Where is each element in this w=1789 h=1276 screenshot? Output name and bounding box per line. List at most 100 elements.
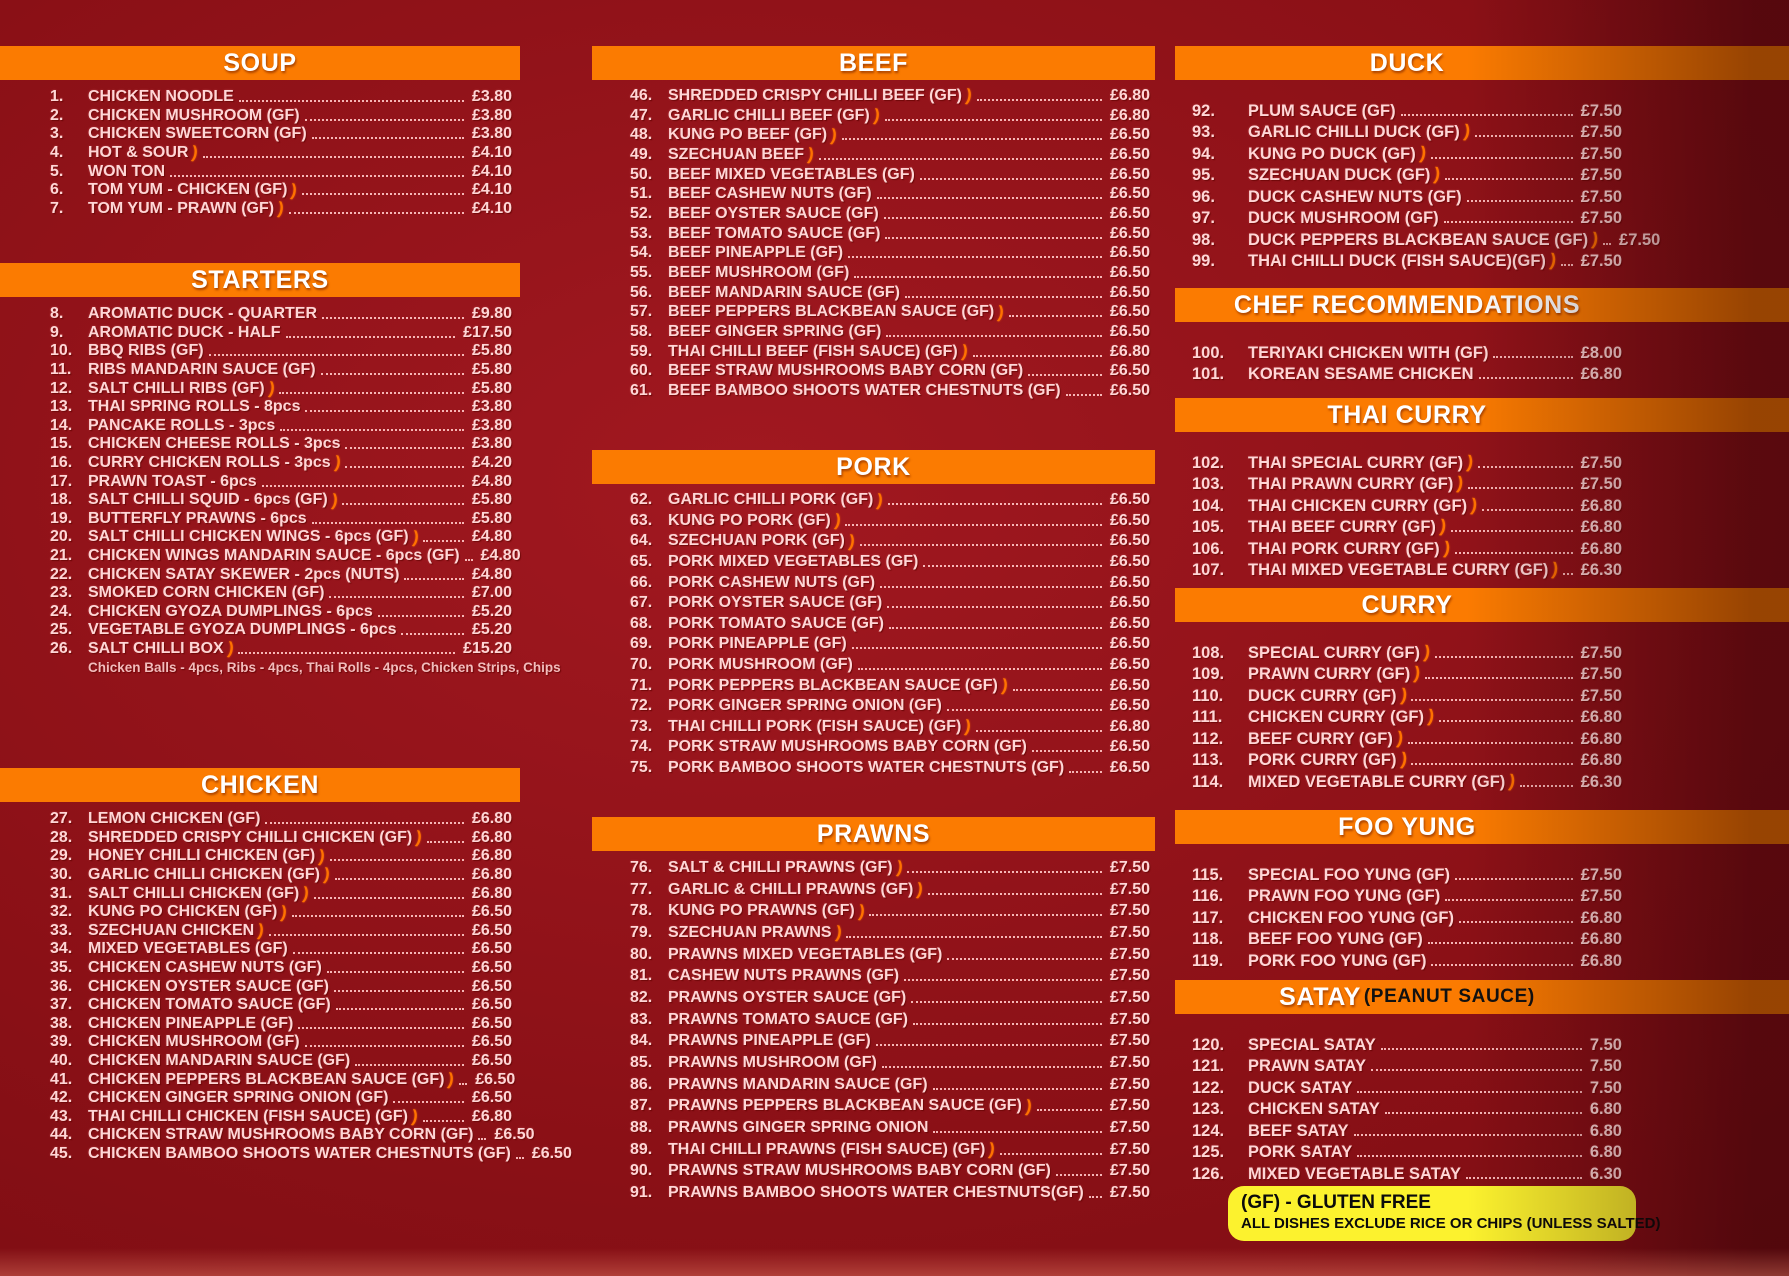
item-number: 54.: [630, 244, 653, 262]
item-number: 110.: [1192, 686, 1224, 705]
item-name: DUCK CASHEW NUTS (GF): [1248, 187, 1462, 206]
item-name: PRAWN SATAY: [1248, 1057, 1366, 1075]
item-number: 44.: [50, 1126, 73, 1144]
menu-item: 15. CHICKEN CHEESE ROLLS - 3pcs £3.80: [50, 435, 512, 454]
item-number: 22.: [50, 565, 73, 583]
dotted-leader: [345, 466, 464, 469]
item-name: GARLIC & CHILLI PRAWNS (GF): [668, 880, 914, 898]
item-number: 85.: [630, 1054, 653, 1072]
item-number: 4.: [50, 144, 64, 162]
dotted-leader: [887, 606, 1102, 609]
item-name: DUCK PEPPERS BLACKBEAN SAUCE (GF): [1248, 230, 1589, 249]
menu-item: 66. PORK CASHEW NUTS (GF) £6.50: [630, 572, 1150, 593]
section-title-thai_curry: THAI CURRY: [1327, 400, 1487, 429]
item-number: 71.: [630, 676, 653, 694]
item-name: THAI BEEF CURRY (GF): [1248, 518, 1436, 536]
dotted-leader: [334, 878, 464, 881]
item-number: 117.: [1192, 908, 1224, 927]
menu-item: 117. CHICKEN FOO YUNG (GF) £6.80: [1192, 907, 1622, 929]
dotted-leader: [880, 585, 1102, 588]
item-name: CHICKEN CHEESE ROLLS - 3pcs: [88, 435, 341, 453]
item-number: 121.: [1192, 1057, 1225, 1075]
chilli-icon: ): [191, 142, 200, 163]
menu-item: 29. HONEY CHILLI CHICKEN (GF)) £6.80: [50, 846, 512, 867]
item-name: THAI CHILLI PRAWNS (FISH SAUCE) (GF): [668, 1140, 986, 1158]
dotted-leader: [313, 896, 464, 899]
dotted-leader: [913, 1022, 1102, 1025]
item-price: £6.50: [1109, 244, 1150, 262]
section-satay: SATAY (PEANUT SAUCE) 120. SPECIAL SATAY 7.50…: [1175, 980, 1789, 1185]
chilli-icon: ): [1399, 749, 1408, 770]
item-name: PANCAKE ROLLS - 3pcs: [88, 416, 276, 434]
item-name: PRAWNS BAMBOO SHOOTS WATER CHESTNUTS(GF): [668, 1184, 1084, 1202]
section-items-duck: 92. PLUM SAUCE (GF) £7.50 93. GARLIC CHILLI …: [1175, 100, 1789, 272]
item-name: SZECHUAN BEEF: [668, 145, 805, 163]
menu-item: 82. PRAWNS OYSTER SAUCE (GF) £7.50: [630, 987, 1150, 1009]
dotted-leader: [1411, 698, 1573, 701]
menu-item: 11. RIBS MANDARIN SAUCE (GF) £5.80: [50, 361, 512, 380]
item-name: PRAWNS TOMATO SAUCE (GF): [668, 1010, 908, 1028]
item-name: CHICKEN CURRY (GF): [1248, 708, 1424, 726]
section-header-satay: SATAY (PEANUT SAUCE): [1175, 980, 1789, 1014]
item-price: 7.50: [1589, 1035, 1622, 1054]
item-name: THAI MIXED VEGETABLE CURRY (GF): [1248, 561, 1549, 579]
dotted-leader: [1009, 315, 1102, 318]
item-price: £6.80: [471, 810, 512, 828]
item-price: £6.50: [1109, 264, 1150, 282]
chilli-icon: ): [1426, 706, 1436, 727]
item-number: 90.: [630, 1162, 653, 1180]
item-number: 29.: [50, 847, 73, 865]
section-header-chicken: CHICKEN: [0, 768, 520, 802]
dotted-leader: [928, 892, 1102, 895]
item-price: £6.80: [1580, 539, 1622, 558]
item-name: BEEF CASHEW NUTS (GF): [668, 185, 872, 203]
menu-item: 105. THAI BEEF CURRY (GF)) £6.80: [1192, 516, 1622, 539]
item-number: 118.: [1192, 930, 1224, 948]
menu-item: 95. SZECHUAN DUCK (GF)) £7.50: [1192, 164, 1622, 187]
item-name: MIXED VEGETABLE SATAY: [1248, 1164, 1462, 1183]
menu-item: 39. CHICKEN MUSHROOM (GF) £6.50: [50, 1033, 512, 1052]
dotted-leader: [933, 1131, 1102, 1134]
item-price: £7.50: [1580, 252, 1622, 270]
item-name: KOREAN SESAME CHICKEN: [1248, 365, 1474, 383]
section-pork: PORK 62. GARLIC CHILLI PORK (GF)) £6.50 63. K…: [592, 450, 1155, 778]
chilli-icon: ): [290, 179, 299, 200]
item-price: £6.80: [1580, 708, 1622, 726]
item-name: BUTTERFLY PRAWNS - 6pcs: [88, 509, 307, 527]
section-header-chef_recommendations: CHEF RECOMMENDATIONS: [1175, 288, 1789, 322]
dotted-leader: [426, 840, 464, 843]
dotted-leader: [947, 957, 1102, 960]
item-price: £6.50: [1109, 759, 1150, 777]
menu-item: 55. BEEF MUSHROOM (GF) £6.50: [630, 263, 1150, 283]
chilli-icon: ): [833, 509, 842, 531]
item-name: BEEF MUSHROOM (GF): [668, 264, 850, 282]
item-name: SHREDDED CRISPY CHILLI BEEF (GF): [668, 86, 962, 104]
item-name: GARLIC CHILLI BEEF (GF): [668, 106, 870, 124]
dotted-leader: [285, 335, 456, 338]
menu-column-3: DUCK 92. PLUM SAUCE (GF) £7.50 93. GARLIC CHI…: [1175, 0, 1789, 1276]
section-header-soup: SOUP: [0, 46, 520, 80]
chilli-icon: ): [1413, 663, 1422, 684]
section-items-foo_yung: 115. SPECIAL FOO YUNG (GF) £7.50 116. PRAWN …: [1175, 864, 1789, 972]
item-price: £6.80: [1580, 496, 1622, 515]
dotted-leader: [869, 914, 1102, 917]
item-name: PORK CURRY (GF): [1248, 751, 1397, 769]
chilli-icon: ): [996, 301, 1006, 323]
chilli-icon: ): [1551, 559, 1560, 580]
dotted-leader: [311, 521, 464, 524]
item-name: PRAWNS PINEAPPLE (GF): [668, 1032, 871, 1050]
menu-item: 100. TERIYAKI CHICKEN WITH (GF) £8.00: [1192, 342, 1622, 364]
item-price: £3.80: [471, 398, 512, 416]
section-thai_curry: THAI CURRY 102. THAI SPECIAL CURRY (GF)) £7…: [1175, 398, 1789, 581]
dotted-leader: [888, 503, 1102, 506]
section-items-chef_recommendations: 100. TERIYAKI CHICKEN WITH (GF) £8.00 101. K…: [1175, 342, 1789, 385]
dotted-leader: [333, 989, 464, 992]
section-title-prawns: PRAWNS: [816, 819, 931, 848]
menu-item: 5. WON TON £4.10: [50, 162, 512, 181]
menu-item: 86. PRAWNS MANDARIN SAUCE (GF) £7.50: [630, 1074, 1150, 1096]
menu-item: 79. SZECHUAN PRAWNS) £7.50: [630, 922, 1150, 944]
dotted-leader: [1031, 750, 1102, 753]
item-number: 72.: [630, 697, 653, 715]
item-name: SALT CHILLI RIBS (GF): [88, 379, 265, 397]
section-header-beef: BEEF: [592, 46, 1155, 80]
